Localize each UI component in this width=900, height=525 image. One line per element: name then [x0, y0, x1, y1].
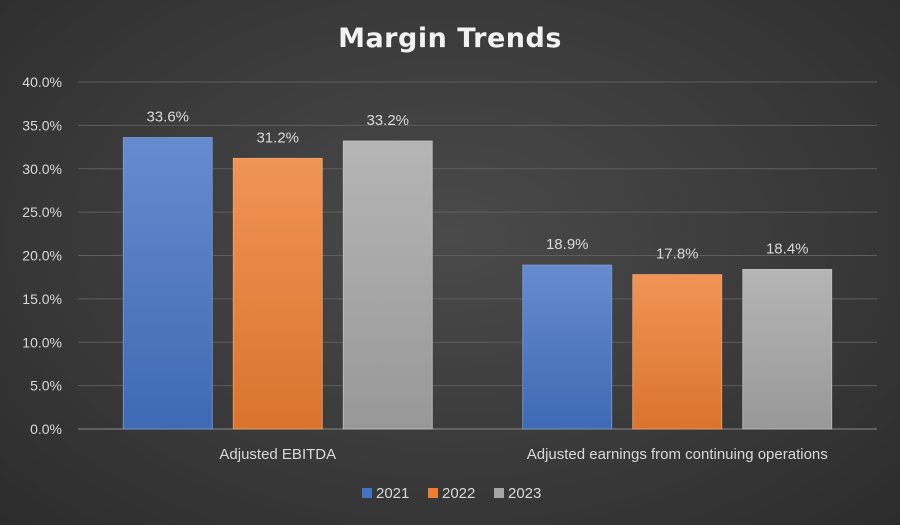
legend: 2021 2022 2023: [362, 485, 541, 502]
bar-2021-0: [122, 137, 213, 430]
category-labels: Adjusted EBITDA Adjusted earnings from co…: [219, 446, 827, 463]
y-tick-label: 0.0%: [30, 421, 62, 437]
bar-2022-0: [232, 157, 323, 430]
legend-swatch-2021: [362, 488, 372, 498]
chart-title: Margin Trends: [338, 23, 562, 54]
y-tick-label: 40.0%: [22, 74, 62, 90]
legend-swatch-2022: [428, 488, 438, 498]
y-tick-label: 25.0%: [22, 204, 62, 220]
data-label: 18.4%: [766, 240, 809, 257]
y-tick-label: 10.0%: [22, 334, 62, 350]
bar-2022-1: [632, 274, 723, 430]
y-axis-ticks: 0.0% 5.0% 10.0% 15.0% 20.0% 25.0% 30.0% 35.0% 40…: [22, 74, 62, 437]
x-category-label: Adjusted EBITDA: [219, 446, 336, 463]
bars: [122, 137, 833, 430]
y-tick-label: 35.0%: [22, 117, 62, 133]
legend-swatch-2023: [494, 488, 504, 498]
y-tick-label: 30.0%: [22, 161, 62, 177]
data-label: 31.2%: [256, 129, 299, 146]
bar-2021-1: [522, 264, 613, 430]
bar-2023-0: [342, 140, 433, 430]
data-label: 33.2%: [366, 112, 409, 129]
bar-2023-1: [742, 268, 833, 430]
data-label: 33.6%: [146, 109, 189, 126]
x-category-label: Adjusted earnings from continuing operat…: [527, 446, 828, 463]
legend-label: 2021: [376, 485, 409, 502]
legend-label: 2023: [508, 485, 541, 502]
y-tick-label: 5.0%: [30, 378, 62, 394]
y-tick-label: 20.0%: [22, 248, 62, 264]
data-label: 17.8%: [656, 246, 699, 263]
data-labels: 33.6% 31.2% 33.2% 18.9% 17.8% 18.4%: [146, 109, 808, 263]
y-tick-label: 15.0%: [22, 291, 62, 307]
legend-label: 2022: [442, 485, 475, 502]
data-label: 18.9%: [546, 236, 589, 253]
